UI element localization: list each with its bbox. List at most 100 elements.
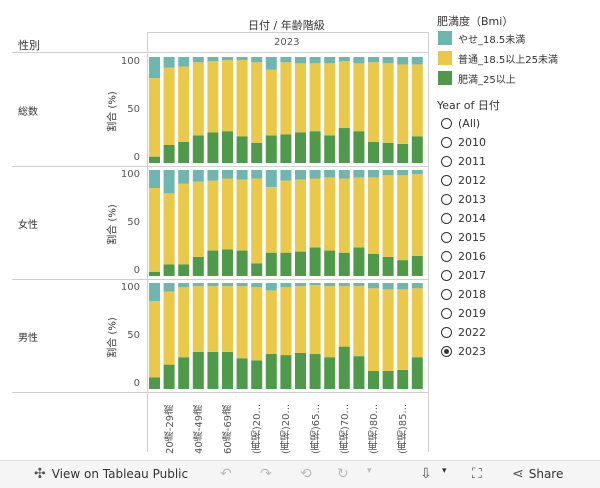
- bar-thin[interactable]: [338, 170, 350, 179]
- bar-obese[interactable]: [382, 142, 394, 163]
- bar-normal[interactable]: [222, 178, 233, 250]
- bar-obese[interactable]: [178, 141, 190, 163]
- bar-thin[interactable]: [207, 283, 219, 287]
- bar-thin[interactable]: [324, 283, 336, 287]
- bar-thin[interactable]: [397, 170, 409, 176]
- bar-obese[interactable]: [265, 135, 277, 163]
- bar-normal[interactable]: [251, 178, 263, 264]
- year-option-2017[interactable]: 2017: [441, 268, 486, 282]
- bar-thin[interactable]: [353, 57, 365, 64]
- bar-thin[interactable]: [309, 170, 321, 179]
- bar-normal[interactable]: [353, 286, 365, 357]
- year-option-2019[interactable]: 2019: [441, 306, 486, 320]
- bar-normal[interactable]: [222, 60, 233, 132]
- bar-thin[interactable]: [295, 170, 306, 180]
- bar-normal[interactable]: [353, 177, 365, 248]
- fullscreen-icon[interactable]: ⛶: [472, 466, 482, 482]
- bar-thin[interactable]: [236, 57, 248, 61]
- bar-thin[interactable]: [178, 57, 190, 67]
- bar-obese[interactable]: [222, 131, 233, 163]
- bar-thin[interactable]: [338, 283, 350, 287]
- bar-normal[interactable]: [411, 174, 423, 256]
- bar-thin[interactable]: [338, 57, 350, 62]
- bar-normal[interactable]: [265, 69, 277, 136]
- bar-obese[interactable]: [338, 346, 350, 389]
- bar-normal[interactable]: [309, 285, 321, 355]
- bar-obese[interactable]: [280, 134, 292, 163]
- bar-normal[interactable]: [295, 179, 306, 252]
- bar-normal[interactable]: [338, 178, 350, 253]
- bar-normal[interactable]: [192, 181, 204, 257]
- bar-normal[interactable]: [149, 301, 160, 378]
- bar-obese[interactable]: [295, 251, 306, 276]
- refresh-icon[interactable]: ↻: [337, 466, 349, 482]
- bar-thin[interactable]: [382, 57, 394, 64]
- bar-thin[interactable]: [397, 283, 409, 290]
- bar-obese[interactable]: [192, 135, 204, 163]
- bar-thin[interactable]: [251, 283, 263, 288]
- revert-icon[interactable]: ⟲: [300, 466, 312, 482]
- bar-normal[interactable]: [324, 177, 336, 251]
- bar-normal[interactable]: [163, 67, 175, 145]
- download-icon[interactable]: ⇩: [420, 466, 432, 482]
- bar-thin[interactable]: [265, 57, 277, 70]
- bar-normal[interactable]: [251, 62, 263, 143]
- bar-normal[interactable]: [324, 63, 336, 136]
- bar-obese[interactable]: [251, 263, 263, 276]
- bar-normal[interactable]: [222, 286, 233, 352]
- bar-obese[interactable]: [236, 136, 248, 164]
- bar-thin[interactable]: [265, 283, 277, 291]
- bar-thin[interactable]: [178, 170, 190, 184]
- bar-thin[interactable]: [280, 283, 292, 288]
- bar-thin[interactable]: [207, 57, 219, 62]
- bar-thin[interactable]: [411, 170, 423, 175]
- refresh-dropdown-icon[interactable]: ▾: [367, 466, 372, 476]
- bar-thin[interactable]: [236, 283, 248, 287]
- year-option-2012[interactable]: 2012: [441, 173, 486, 187]
- bar-obese[interactable]: [163, 264, 175, 276]
- year-option-2018[interactable]: 2018: [441, 287, 486, 301]
- bar-normal[interactable]: [207, 61, 219, 133]
- bar-thin[interactable]: [382, 170, 394, 176]
- bar-obese[interactable]: [397, 143, 409, 163]
- bar-normal[interactable]: [397, 64, 409, 144]
- bar-normal[interactable]: [207, 180, 219, 251]
- bar-normal[interactable]: [309, 178, 321, 248]
- bar-normal[interactable]: [236, 60, 248, 137]
- bar-obese[interactable]: [338, 252, 350, 276]
- bar-normal[interactable]: [353, 63, 365, 132]
- bar-obese[interactable]: [222, 351, 233, 389]
- bar-obese[interactable]: [368, 370, 379, 389]
- bar-obese[interactable]: [192, 351, 204, 389]
- bar-thin[interactable]: [149, 170, 160, 189]
- bar-normal[interactable]: [265, 186, 277, 253]
- year-option-2013[interactable]: 2013: [441, 192, 486, 206]
- bar-obese[interactable]: [251, 360, 263, 389]
- bar-normal[interactable]: [382, 289, 394, 371]
- bar-normal[interactable]: [397, 289, 409, 370]
- bar-normal[interactable]: [324, 286, 336, 358]
- legend-item-normal[interactable]: 普通_18.5以上25未満: [438, 51, 558, 66]
- bar-normal[interactable]: [163, 291, 175, 365]
- bar-normal[interactable]: [265, 290, 277, 355]
- bar-obese[interactable]: [382, 370, 394, 389]
- bar-thin[interactable]: [149, 283, 160, 302]
- bar-normal[interactable]: [163, 193, 175, 265]
- bar-obese[interactable]: [411, 255, 423, 276]
- bar-thin[interactable]: [324, 170, 336, 178]
- download-dropdown-icon[interactable]: ▾: [442, 466, 447, 476]
- bar-obese[interactable]: [207, 132, 219, 163]
- bar-normal[interactable]: [309, 63, 321, 132]
- bar-thin[interactable]: [163, 170, 175, 194]
- bar-normal[interactable]: [411, 64, 423, 137]
- bar-normal[interactable]: [295, 286, 306, 353]
- year-option-2022[interactable]: 2022: [441, 325, 486, 339]
- bar-normal[interactable]: [149, 78, 160, 157]
- year-option-all[interactable]: (All): [441, 116, 480, 130]
- bar-thin[interactable]: [295, 283, 306, 287]
- year-option-2015[interactable]: 2015: [441, 230, 486, 244]
- bar-obese[interactable]: [309, 354, 321, 389]
- bar-thin[interactable]: [207, 170, 219, 181]
- bar-thin[interactable]: [324, 57, 336, 64]
- bar-normal[interactable]: [178, 183, 190, 265]
